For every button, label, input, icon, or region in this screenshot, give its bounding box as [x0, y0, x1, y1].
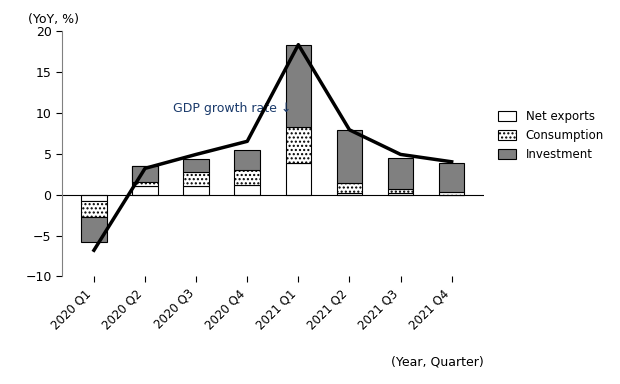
- Bar: [439, 192, 464, 195]
- Text: (Year, Quarter): (Year, Quarter): [391, 355, 484, 368]
- Bar: [234, 170, 260, 185]
- Bar: [337, 193, 362, 195]
- Bar: [184, 172, 209, 186]
- Text: GDP growth rate ↓: GDP growth rate ↓: [173, 102, 291, 115]
- Bar: [337, 130, 362, 183]
- Bar: [337, 183, 362, 193]
- Bar: [286, 164, 311, 195]
- Bar: [388, 158, 414, 189]
- Text: (YoY, %): (YoY, %): [29, 13, 79, 26]
- Bar: [234, 149, 260, 170]
- Bar: [81, 195, 107, 201]
- Bar: [286, 45, 311, 127]
- Bar: [184, 186, 209, 195]
- Bar: [439, 164, 464, 192]
- Bar: [286, 127, 311, 164]
- Bar: [184, 159, 209, 172]
- Bar: [132, 166, 158, 186]
- Bar: [234, 185, 260, 195]
- Bar: [81, 217, 107, 242]
- Legend: Net exports, Consumption, Investment: Net exports, Consumption, Investment: [494, 106, 609, 166]
- Bar: [81, 201, 107, 217]
- Bar: [388, 193, 414, 195]
- Bar: [388, 189, 414, 193]
- Bar: [132, 186, 158, 195]
- Bar: [132, 166, 158, 182]
